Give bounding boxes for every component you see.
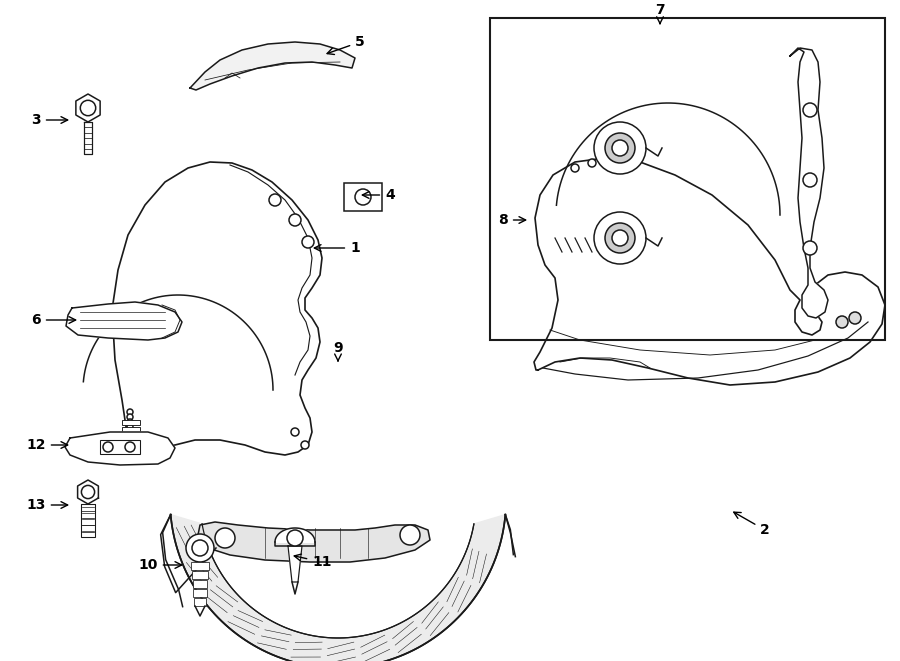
Circle shape: [803, 173, 817, 187]
Polygon shape: [275, 528, 315, 542]
Circle shape: [605, 133, 635, 163]
Circle shape: [127, 424, 133, 430]
Polygon shape: [190, 42, 355, 90]
Text: 12: 12: [26, 438, 68, 452]
Bar: [122, 427, 140, 432]
Polygon shape: [171, 515, 506, 661]
Circle shape: [103, 442, 113, 452]
Circle shape: [269, 194, 281, 206]
Bar: [193, 580, 207, 588]
Polygon shape: [66, 302, 182, 340]
Circle shape: [355, 189, 371, 205]
Circle shape: [127, 414, 133, 420]
Text: 11: 11: [294, 554, 332, 569]
Circle shape: [215, 528, 235, 548]
Text: 1: 1: [314, 241, 360, 255]
Polygon shape: [198, 522, 430, 562]
Circle shape: [287, 530, 303, 546]
Circle shape: [803, 241, 817, 255]
Circle shape: [291, 428, 299, 436]
Circle shape: [125, 442, 135, 452]
Bar: [344, 183, 382, 211]
Circle shape: [400, 525, 420, 545]
Circle shape: [289, 214, 301, 226]
Bar: [194, 589, 207, 597]
Bar: [490, 18, 885, 340]
Bar: [100, 440, 140, 454]
Polygon shape: [112, 162, 322, 455]
Bar: [194, 598, 206, 606]
Text: 9: 9: [333, 341, 343, 361]
Circle shape: [571, 164, 579, 172]
Polygon shape: [534, 158, 885, 385]
Circle shape: [604, 156, 612, 164]
Circle shape: [81, 485, 94, 498]
Circle shape: [803, 103, 817, 117]
Bar: [192, 571, 208, 579]
Circle shape: [849, 312, 861, 324]
Polygon shape: [288, 546, 302, 582]
Text: 7: 7: [655, 3, 665, 24]
Text: 4: 4: [363, 188, 395, 202]
Text: 10: 10: [139, 558, 182, 572]
Circle shape: [127, 409, 133, 415]
Polygon shape: [77, 480, 98, 504]
Bar: [191, 562, 209, 570]
Circle shape: [612, 140, 628, 156]
Polygon shape: [65, 432, 175, 465]
Polygon shape: [76, 94, 100, 122]
Circle shape: [80, 100, 95, 116]
Circle shape: [192, 540, 208, 556]
Circle shape: [836, 316, 848, 328]
Circle shape: [186, 534, 214, 562]
Polygon shape: [292, 582, 298, 594]
Text: 3: 3: [32, 113, 68, 127]
Bar: [122, 420, 140, 425]
Circle shape: [605, 223, 635, 253]
Polygon shape: [790, 48, 828, 318]
Text: 6: 6: [32, 313, 76, 327]
Circle shape: [127, 419, 133, 425]
Circle shape: [594, 122, 646, 174]
Circle shape: [612, 230, 628, 246]
Text: 13: 13: [26, 498, 68, 512]
Polygon shape: [84, 122, 92, 154]
Circle shape: [594, 212, 646, 264]
Bar: [122, 434, 140, 439]
Circle shape: [301, 441, 309, 449]
Text: 2: 2: [734, 512, 770, 537]
Circle shape: [302, 236, 314, 248]
Text: 8: 8: [498, 213, 526, 227]
Circle shape: [588, 159, 596, 167]
Bar: [81, 504, 95, 537]
Text: 5: 5: [327, 35, 364, 54]
